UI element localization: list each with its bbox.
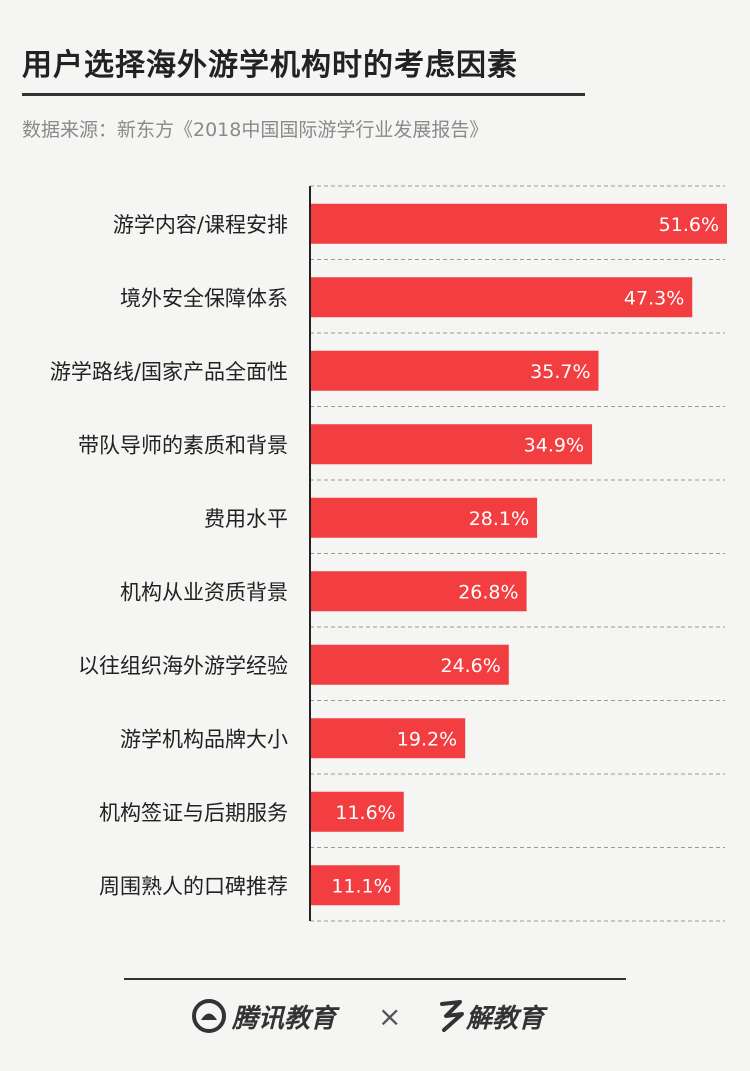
category-label: 带队导师的素质和背景 <box>78 433 288 457</box>
category-label: 机构从业资质背景 <box>120 580 288 604</box>
category-label: 周围熟人的口碑推荐 <box>99 874 288 898</box>
bar <box>310 497 538 538</box>
brand-separator: × <box>378 1000 402 1033</box>
brand-left-text: 腾讯教育 <box>232 1003 337 1034</box>
bar-value-label: 11.1% <box>331 875 391 897</box>
bar <box>310 791 404 832</box>
bar-value-label: 34.9% <box>524 434 584 456</box>
bar-chart: 51.6% 游学内容/课程安排 47.3% 境外安全保障体系 35.7% 游学路线/国家产… <box>50 185 727 922</box>
bar-value-label: 51.6% <box>659 214 719 236</box>
data-source: 数据来源：新东方《2018中国国际游学行业发展报告》 <box>22 119 489 141</box>
category-label: 机构签证与后期服务 <box>99 801 288 825</box>
bar <box>310 865 400 906</box>
brand-right-text: 解教育 <box>466 1003 545 1034</box>
bar-value-label: 19.2% <box>397 728 457 750</box>
bar <box>310 644 509 685</box>
jie-education-logo-icon <box>440 1000 464 1032</box>
bar-value-label: 11.6% <box>335 802 395 824</box>
bar <box>310 571 527 612</box>
brand-tencent-education: 腾讯教育 <box>192 996 336 1036</box>
title-underline <box>22 93 585 96</box>
bar-value-label: 35.7% <box>530 361 590 383</box>
brand-jie-education: 解教育 <box>436 996 544 1036</box>
category-label: 游学机构品牌大小 <box>120 727 288 751</box>
tencent-education-logo-icon <box>192 999 226 1033</box>
category-label: 游学路线/国家产品全面性 <box>50 360 288 384</box>
bar-value-label: 47.3% <box>624 287 684 309</box>
bar <box>310 718 466 759</box>
bar <box>310 277 693 318</box>
category-label: 费用水平 <box>204 507 288 531</box>
category-label: 境外安全保障体系 <box>120 286 288 310</box>
category-label: 以往组织海外游学经验 <box>78 654 288 678</box>
category-label: 游学内容/课程安排 <box>113 213 288 237</box>
bar-value-label: 24.6% <box>440 655 500 677</box>
bar <box>310 203 727 244</box>
footer-divider <box>124 978 626 980</box>
bar-value-label: 26.8% <box>458 581 518 603</box>
bar-value-label: 28.1% <box>469 508 529 530</box>
chart-title: 用户选择海外游学机构时的考虑因素 <box>22 48 518 83</box>
bar <box>310 424 593 465</box>
bar <box>310 350 599 391</box>
